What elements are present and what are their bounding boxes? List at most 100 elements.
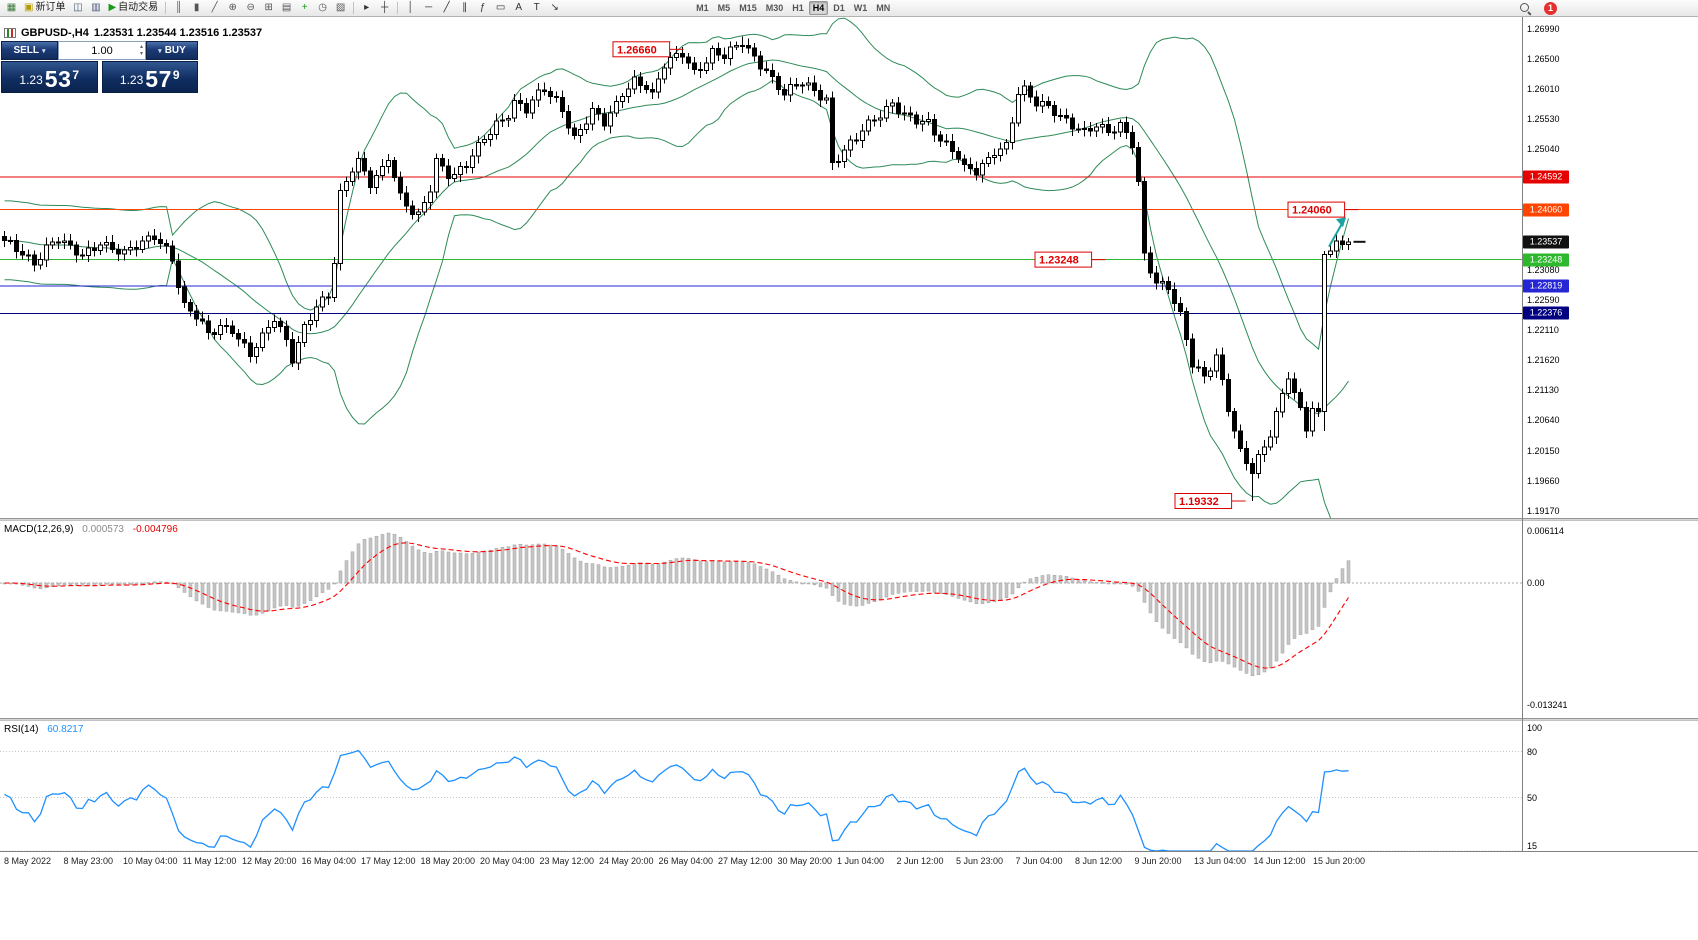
price-axis-label: 1.25530	[1527, 114, 1560, 124]
text-label-button[interactable]: T	[528, 1, 545, 16]
timeframe-mn-button[interactable]: MN	[872, 1, 894, 15]
line-chart-mode-icon: ╱	[211, 2, 218, 13]
trendline-button[interactable]: ╱	[438, 1, 455, 16]
rsi-line	[4, 749, 1349, 851]
arrow-annotation[interactable]	[1328, 217, 1346, 248]
time-axis-label: 16 May 04:00	[301, 856, 357, 866]
fibonacci-button[interactable]: ƒ	[474, 1, 491, 16]
timeframe-m30-button[interactable]: M30	[762, 1, 788, 15]
price-label-annotation[interactable]: 1.24060	[1287, 201, 1359, 218]
time-axis-label: 9 Jun 20:00	[1134, 856, 1182, 866]
timeframe-h4-button[interactable]: H4	[808, 1, 829, 15]
panel-splitter[interactable]	[0, 518, 1698, 521]
rsi-axis-label: 50	[1527, 792, 1538, 803]
macd-title: MACD(12,26,9) 0.000573 -0.004796	[4, 524, 178, 535]
shapes-button[interactable]: ▭	[492, 1, 509, 16]
cursor-icon: ▸	[364, 2, 370, 13]
price-axis-badge[interactable]: 1.22376	[1523, 306, 1569, 320]
spinner-up-icon[interactable]: ▴	[139, 44, 143, 50]
spinner-down-icon[interactable]: ▾	[139, 51, 143, 57]
tile-windows-button[interactable]: ⊞	[260, 1, 277, 16]
new-chart-button[interactable]: ▦	[3, 1, 20, 16]
templates-button[interactable]: ▨	[332, 1, 349, 16]
text-label-icon: T	[533, 2, 540, 13]
buy-button[interactable]: ▾ BUY	[146, 41, 198, 60]
macd-indicator-panel[interactable]	[0, 521, 1522, 718]
price-axis-badge[interactable]: 1.23248	[1523, 253, 1569, 267]
auto-trading-button[interactable]: ▶ 自动交易	[105, 1, 161, 16]
time-axis-label: 12 May 20:00	[242, 856, 297, 866]
indicators-icon: +	[301, 2, 308, 13]
price-axis-badge[interactable]: 1.24060	[1523, 203, 1569, 217]
sell-pipette: 7	[72, 68, 80, 82]
candle-chart-mode-icon: ▮	[193, 2, 200, 13]
timeframe-d1-button[interactable]: D1	[829, 1, 849, 15]
equidistant-channel-button[interactable]: ∥	[456, 1, 473, 16]
trendline-icon: ╱	[443, 2, 450, 13]
bar-chart-mode-button[interactable]: ║	[170, 1, 187, 16]
sell-big-figure: 1.23	[19, 73, 43, 87]
horizontal-line-button[interactable]: ─	[420, 1, 437, 16]
symbol-period: GBPUSD-,H4	[21, 26, 89, 39]
price-axis-label: 1.26010	[1527, 84, 1560, 95]
rsi-title: RSI(14) 60.8217	[4, 724, 83, 735]
price-axis-badge[interactable]: 1.23537	[1523, 235, 1569, 249]
panel-splitter[interactable]	[0, 718, 1698, 721]
arrows-button[interactable]: ↘	[546, 1, 563, 16]
price-axis-label: 1.19170	[1527, 506, 1560, 516]
volume-input[interactable]: 1.00 ▴ ▾	[58, 41, 146, 60]
time-axis-label: 30 May 20:00	[777, 856, 833, 866]
crosshair-button[interactable]: ┼	[376, 1, 393, 16]
line-chart-mode-button[interactable]: ╱	[206, 1, 223, 16]
price-axis-badge[interactable]: 1.24592	[1523, 170, 1569, 184]
macd-signal-value: -0.004796	[132, 524, 178, 535]
sell-price-box[interactable]: 1.23 53 7	[1, 61, 98, 93]
price-axis-label: 1.21620	[1527, 355, 1560, 365]
crosshair-icon: ┼	[381, 2, 389, 13]
price-axis-label: 1.19660	[1527, 475, 1560, 486]
vertical-line-button[interactable]: │	[402, 1, 419, 16]
text-button[interactable]: A	[510, 1, 527, 16]
svg-text:1.19332: 1.19332	[1179, 496, 1219, 508]
search-icon[interactable]	[1519, 2, 1532, 15]
cursor-button[interactable]: ▸	[358, 1, 375, 16]
zoom-in-button[interactable]: ⊕	[224, 1, 241, 16]
toolbar-right-icons: 1	[1519, 1, 1557, 15]
periods-button[interactable]: ◷	[314, 1, 331, 16]
shapes-icon: ▭	[495, 2, 506, 13]
indicators-button[interactable]: +	[296, 1, 313, 16]
price-axis-label: 1.26500	[1527, 54, 1560, 65]
tile-windows-icon: ⊞	[264, 2, 273, 13]
buy-price-box[interactable]: 1.23 57 9	[101, 61, 198, 93]
price-label-annotation[interactable]: 1.19332	[1174, 493, 1246, 509]
price-axis-label: 1.26990	[1527, 24, 1560, 34]
timeframe-m1-button[interactable]: M1	[692, 1, 713, 15]
price-label-annotation[interactable]: 1.23248	[1034, 251, 1106, 268]
chart-title: GBPUSD-,H4 1.23531 1.23544 1.23516 1.235…	[4, 26, 262, 39]
macd-axis-label: 0.006114	[1527, 526, 1564, 536]
zoom-out-button[interactable]: ⊖	[242, 1, 259, 16]
notification-badge[interactable]: 1	[1544, 1, 1557, 15]
price-axis-badge[interactable]: 1.22819	[1523, 279, 1569, 293]
toolbar: ▦ ▣ 新订单 ◫ ▥ ▶ 自动交易 ║ ▮ ╱ ⊕ ⊖ ⊞ ▤ + ◷ ▨ ▸ ┼ │ ─ ╱ ∥ ƒ ▭ A T ↘ M1 M5 M15…	[0, 0, 1698, 17]
timeframe-h1-button[interactable]: H1	[788, 1, 808, 15]
new-order-label: 新订单	[35, 2, 66, 13]
rsi-indicator-panel[interactable]	[0, 721, 1522, 851]
price-axis-line[interactable]	[1522, 17, 1523, 851]
main-price-chart[interactable]: 1.26660 1.23248 1.24060 1.19332	[0, 17, 1522, 518]
timeframe-m5-button[interactable]: M5	[714, 1, 735, 15]
candle-chart-mode-button[interactable]: ▮	[188, 1, 205, 16]
timeframe-m15-button[interactable]: M15	[735, 1, 761, 15]
new-order-button[interactable]: ▣ 新订单	[21, 1, 68, 16]
market-watch-button[interactable]: ◫	[69, 1, 86, 16]
timeframe-w1-button[interactable]: W1	[850, 1, 872, 15]
svg-text:1.24060: 1.24060	[1292, 205, 1332, 217]
rsi-axis-label: 100	[1527, 723, 1543, 733]
rsi-axis-label: 15	[1527, 841, 1538, 851]
cascade-windows-button[interactable]: ▤	[278, 1, 295, 16]
price-label-annotation[interactable]: 1.26660	[612, 41, 684, 58]
sell-button[interactable]: SELL ▾	[1, 41, 58, 60]
volume-spinner[interactable]: ▴ ▾	[140, 44, 143, 58]
navigator-button[interactable]: ▥	[87, 1, 104, 16]
new-order-icon: ▣	[24, 2, 34, 13]
